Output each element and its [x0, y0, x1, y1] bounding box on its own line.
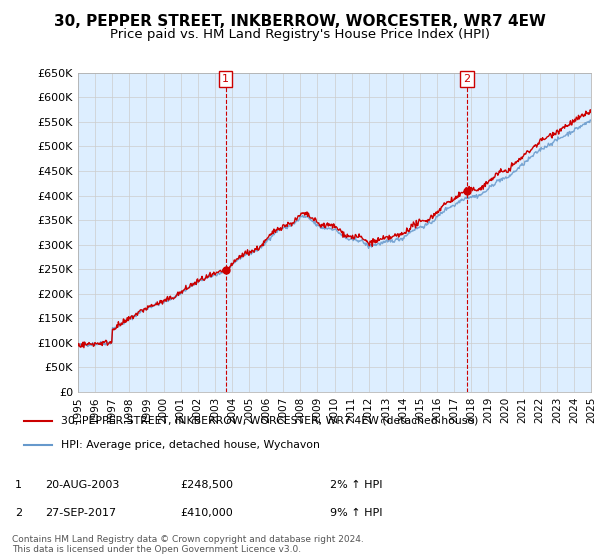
Text: 27-SEP-2017: 27-SEP-2017 [45, 508, 116, 518]
Text: 9% ↑ HPI: 9% ↑ HPI [330, 508, 383, 518]
Text: £410,000: £410,000 [180, 508, 233, 518]
Text: £248,500: £248,500 [180, 480, 233, 490]
Text: 2% ↑ HPI: 2% ↑ HPI [330, 480, 383, 490]
Text: HPI: Average price, detached house, Wychavon: HPI: Average price, detached house, Wych… [61, 440, 320, 450]
Text: 1: 1 [15, 480, 22, 490]
Text: 2: 2 [463, 74, 470, 83]
Text: Contains HM Land Registry data © Crown copyright and database right 2024.
This d: Contains HM Land Registry data © Crown c… [12, 535, 364, 554]
Text: 2: 2 [15, 508, 22, 518]
Text: 30, PEPPER STREET, INKBERROW, WORCESTER, WR7 4EW: 30, PEPPER STREET, INKBERROW, WORCESTER,… [54, 14, 546, 29]
Text: 20-AUG-2003: 20-AUG-2003 [45, 480, 119, 490]
Text: 30, PEPPER STREET, INKBERROW, WORCESTER, WR7 4EW (detached house): 30, PEPPER STREET, INKBERROW, WORCESTER,… [61, 416, 478, 426]
Text: Price paid vs. HM Land Registry's House Price Index (HPI): Price paid vs. HM Land Registry's House … [110, 28, 490, 41]
Text: 1: 1 [222, 74, 229, 83]
